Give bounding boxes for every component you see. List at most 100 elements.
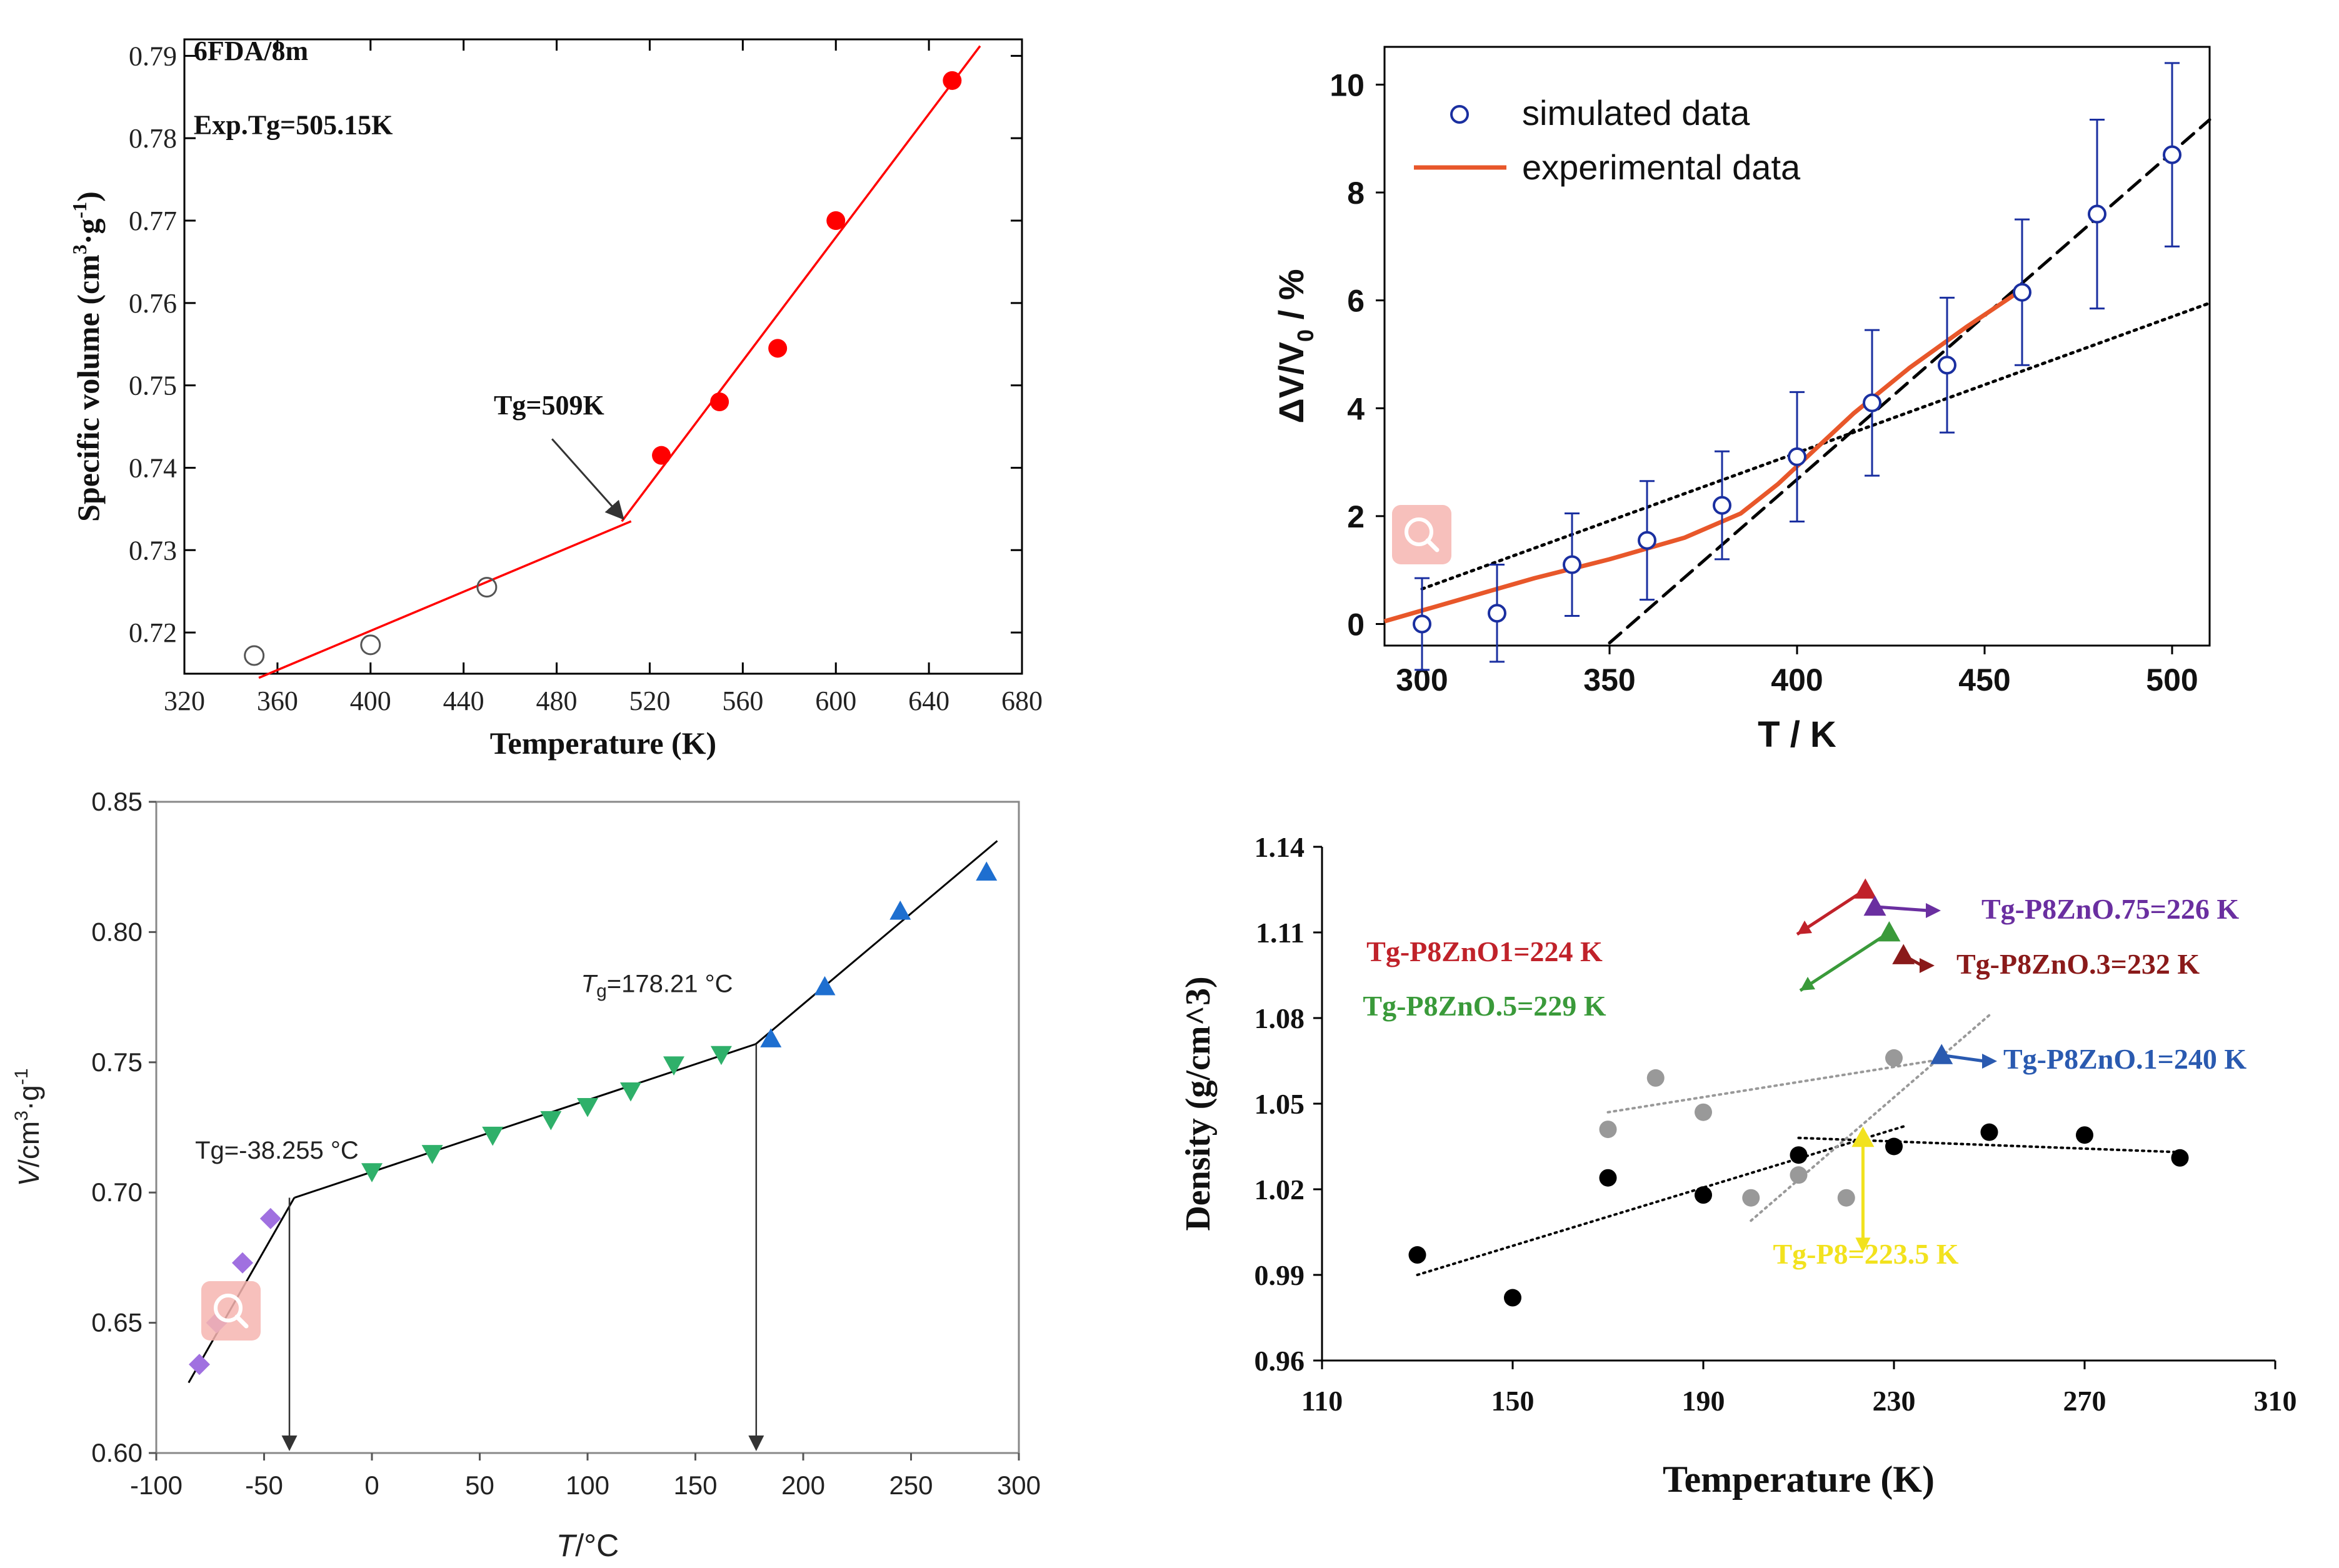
y-tick-label: 0.99 xyxy=(1255,1259,1305,1291)
magnifier-icon xyxy=(1392,505,1451,564)
x-label-unit: /°C xyxy=(575,1528,619,1563)
x-axis-label: T / K xyxy=(1758,714,1836,755)
tg-annotation-unit: °C xyxy=(331,1137,359,1164)
data-point xyxy=(1599,1169,1617,1187)
x-tick-label: 500 xyxy=(2146,662,2198,697)
panel-density: 110 150 190 230 270 310 0.96 0.99 1.02 1.05 1.08 1.… xyxy=(1179,831,2297,1500)
y-tick-label: 0.78 xyxy=(129,123,177,154)
tg-marker xyxy=(1930,1044,1953,1064)
y-label-text: Specific volume (cm xyxy=(71,254,106,522)
data-point xyxy=(814,976,836,996)
tg-marker xyxy=(1854,878,1877,899)
y-tick-label: 10 xyxy=(1330,67,1365,102)
tg-label: Tg-P8ZnO1=224 K xyxy=(1366,936,1603,967)
tg-annotation-text: Tg=-38.255 xyxy=(195,1137,331,1164)
y-tick-label: 0.73 xyxy=(129,535,177,566)
legend-label: simulated data xyxy=(1522,93,1750,132)
y-tick-label: 1.08 xyxy=(1255,1002,1305,1034)
y-tick-label: 1.02 xyxy=(1255,1174,1305,1206)
x-tick-label: 560 xyxy=(722,686,763,716)
x-tick-label: 520 xyxy=(629,686,670,716)
data-point xyxy=(976,861,998,881)
data-point xyxy=(2088,204,2106,224)
tg-arrow-line xyxy=(1875,905,1929,912)
data-point xyxy=(1638,531,1656,550)
tg-arrowhead xyxy=(1800,977,1815,991)
y-label-text: ΔV/V xyxy=(1271,342,1311,424)
y-axis-label: V/cm3·g-1 xyxy=(11,1068,45,1186)
data-point xyxy=(244,645,265,666)
x-tick-label: 480 xyxy=(536,686,578,716)
data-point xyxy=(189,1354,210,1376)
data-point xyxy=(943,71,962,90)
magnifier-icon-bg xyxy=(201,1281,261,1341)
panel-v-vs-t-celsius: -100 -50 0 50 100 150 200 250 300 0.60 0.65 0.70 0.7… xyxy=(11,787,1041,1563)
x-tick-label: 300 xyxy=(997,1471,1041,1500)
tg-arrowhead xyxy=(1920,958,1935,973)
tg-marker xyxy=(1851,1126,1875,1147)
y-label-sub: 0 xyxy=(1293,329,1318,342)
data-point xyxy=(2076,1126,2093,1144)
tg-arrow-line xyxy=(1799,931,1890,992)
x-tick-label: 400 xyxy=(350,686,391,716)
magnifier-handle xyxy=(234,1314,249,1329)
x-tick-label: 0 xyxy=(364,1471,379,1500)
x-tick-label: 320 xyxy=(164,686,205,716)
data-point xyxy=(259,1207,281,1229)
y-tick-label: 0.72 xyxy=(129,617,177,648)
y-tick-label: 0.80 xyxy=(91,917,143,946)
y-axis-label: Specific volume (cm3·g-1) xyxy=(68,191,106,522)
data-point xyxy=(482,1126,504,1146)
data-point xyxy=(620,1082,641,1102)
x-tick-label: 150 xyxy=(673,1471,717,1500)
legend-label: experimental data xyxy=(1522,147,1801,187)
y-tick-label: 1.05 xyxy=(1255,1088,1305,1120)
data-point xyxy=(577,1098,598,1117)
y-axis-label: ΔV/V0 / % xyxy=(1271,269,1318,423)
y-tick-label: 0.74 xyxy=(129,452,177,483)
x-label-var: T xyxy=(556,1528,578,1563)
magnifier-lens xyxy=(214,1294,243,1322)
tg-annotation-unit: °C xyxy=(705,970,733,997)
y-label-mid: ·g xyxy=(71,218,106,244)
data-point xyxy=(1646,1069,1665,1087)
data-point xyxy=(768,339,788,358)
x-tick-label: 230 xyxy=(1873,1385,1916,1417)
x-tick-label: 270 xyxy=(2063,1385,2106,1417)
x-tick-label: 350 xyxy=(1583,662,1635,697)
data-point xyxy=(2163,145,2181,164)
data-point xyxy=(360,634,381,656)
data-point xyxy=(361,1163,383,1182)
tg-annotation-text: =178.21 xyxy=(607,970,705,997)
y-tick-label: 0.75 xyxy=(129,371,177,401)
y-tick-label: 0.75 xyxy=(91,1047,143,1077)
data-point xyxy=(1790,1146,1808,1164)
data-point xyxy=(1885,1049,1903,1067)
data-point xyxy=(889,901,911,920)
x-tick-label: 250 xyxy=(889,1471,933,1500)
y-tick-label: 4 xyxy=(1347,391,1365,426)
y-tick-label: 1.14 xyxy=(1255,831,1305,863)
x-tick-label: 450 xyxy=(1958,662,2010,697)
tg-label: Tg-P8ZnO.3=232 K xyxy=(1956,948,2200,980)
fit-line xyxy=(755,840,998,1045)
x-tick-label: 680 xyxy=(1001,686,1043,716)
tg-marker xyxy=(1863,895,1886,916)
y-label-sup: 3 xyxy=(11,1111,32,1121)
data-point xyxy=(476,577,498,598)
data-point xyxy=(1504,1289,1521,1307)
x-tick-label: 360 xyxy=(257,686,298,716)
rubbery-fit-line xyxy=(1608,118,2211,645)
tg-label: Tg-P8ZnO.5=229 K xyxy=(1363,990,1606,1022)
y-tick-label: 0 xyxy=(1347,607,1365,642)
fit-line xyxy=(258,520,632,679)
data-point xyxy=(710,1046,732,1066)
y-tick-label: 0.79 xyxy=(129,41,177,71)
data-point xyxy=(1695,1103,1712,1121)
x-tick-label: 100 xyxy=(566,1471,609,1500)
x-axis-label: T/°C xyxy=(556,1528,619,1563)
tg-marker xyxy=(1878,921,1901,942)
y-tick-label: 8 xyxy=(1347,176,1365,211)
y-tick-label: 1.11 xyxy=(1256,917,1305,949)
tg-arrowhead xyxy=(1982,1054,1997,1069)
